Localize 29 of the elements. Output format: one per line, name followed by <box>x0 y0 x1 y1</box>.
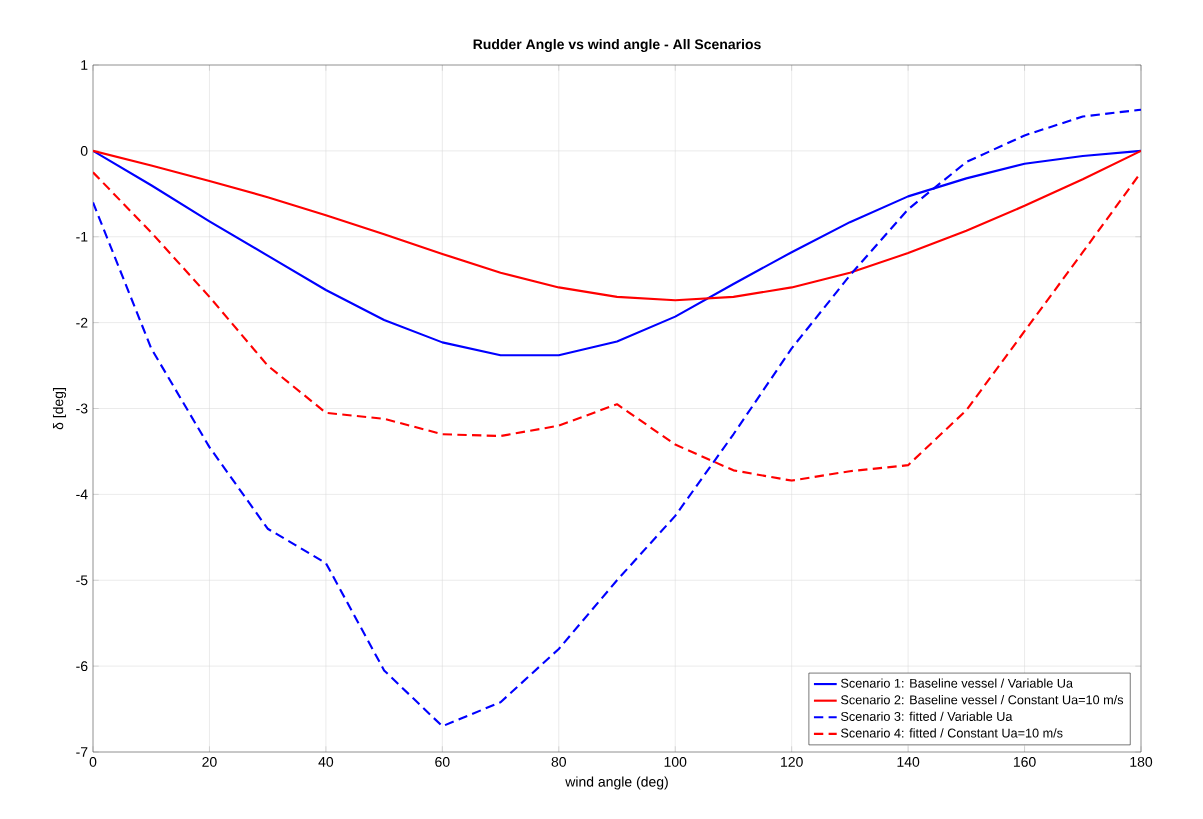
x-tick-label: 20 <box>202 756 217 767</box>
y-tick-label: -1 <box>76 231 88 242</box>
y-tick-label: -4 <box>76 489 88 500</box>
x-tick-label: 160 <box>1013 756 1036 767</box>
line-series <box>93 108 1142 728</box>
x-tick-label: 100 <box>664 756 687 767</box>
legend-label: Scenario 2: Baseline vessel / Constant Ua=10 m/s <box>841 695 1124 705</box>
x-axis-title: wind angle (deg) <box>565 776 668 790</box>
y-tick-label: -7 <box>76 747 88 757</box>
x-tick-label: 120 <box>781 756 803 767</box>
x-tick-label: 40 <box>318 756 334 767</box>
line-series <box>93 149 1142 302</box>
x-tick-label: 80 <box>551 756 567 767</box>
chart-title: Rudder Angle vs wind angle - All Scenarios <box>473 38 761 53</box>
legend-label: Scenario 3: fitted / Variable Ua <box>841 711 1013 721</box>
y-tick-label: 0 <box>80 145 88 156</box>
y-tick-label: -3 <box>76 403 88 414</box>
x-tick-label: 60 <box>435 756 450 767</box>
x-tick-label: 180 <box>1130 756 1153 767</box>
legend-label: Scenario 1: Baseline vessel / Variable Ua <box>841 678 1073 688</box>
x-tick-label: 140 <box>897 756 920 767</box>
x-tick-label: 0 <box>89 756 97 767</box>
legend-label: Scenario 4: fitted / Constant Ua=10 m/s <box>841 728 1063 738</box>
y-axis-title: δ [deg] <box>52 388 67 430</box>
y-tick-label: -2 <box>76 317 88 328</box>
y-tick-label: -5 <box>76 575 88 586</box>
line-series <box>93 171 1142 482</box>
y-tick-label: 1 <box>81 60 88 70</box>
y-tick-label: -6 <box>76 661 88 672</box>
